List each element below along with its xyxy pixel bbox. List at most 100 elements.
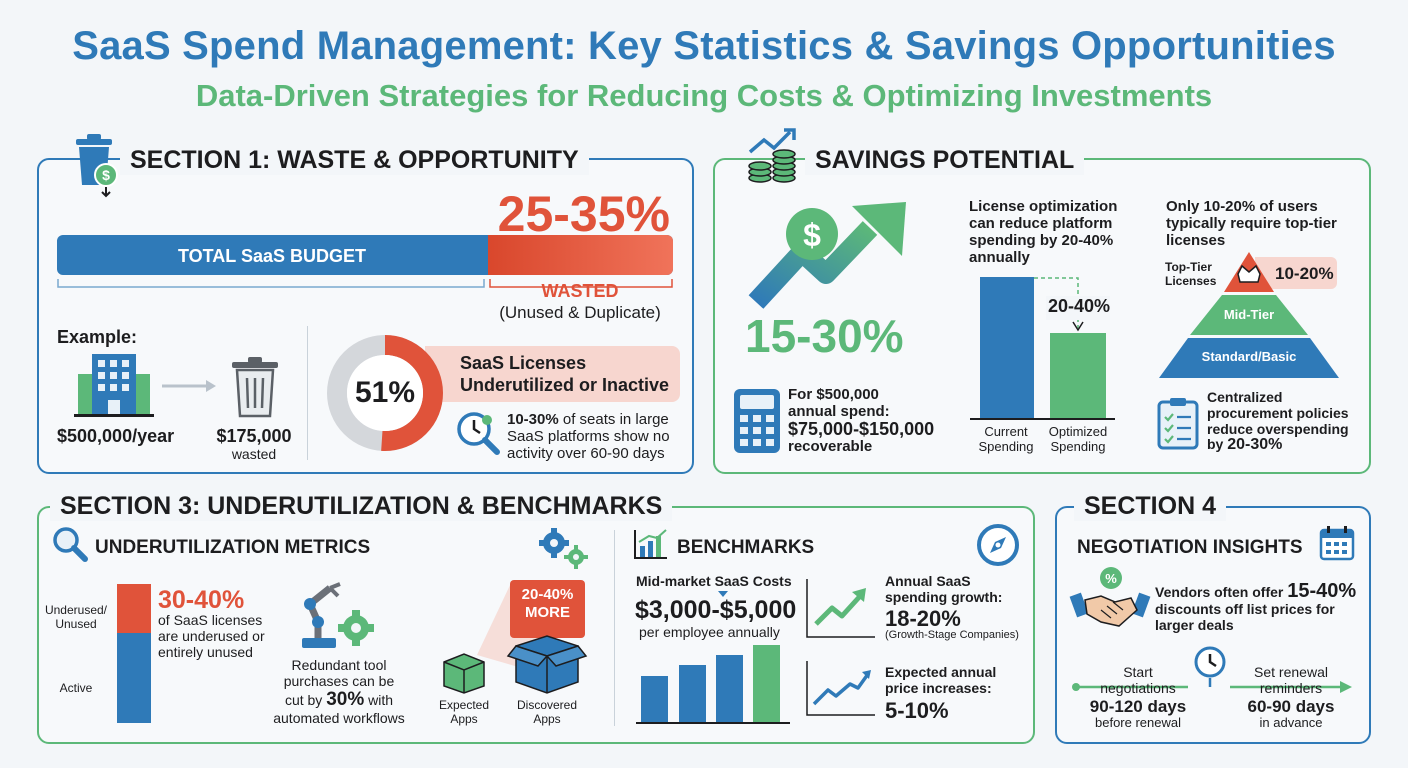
current-spending-bar	[980, 277, 1034, 418]
savings-arrow-icon: $	[748, 202, 906, 309]
pyramid-chart	[1159, 252, 1339, 378]
license-text-4: annually	[969, 249, 1030, 266]
underused-segment	[117, 584, 151, 633]
users-text-2: typically require top-tier	[1166, 215, 1337, 232]
spend-line4: recoverable	[788, 438, 873, 455]
redundant-text-3-pre: cut by	[284, 692, 327, 708]
growth-text-1: Annual SaaS	[885, 573, 971, 589]
seats-text-2: SaaS platforms show no	[507, 428, 670, 445]
expected-label-2: Apps	[450, 712, 478, 726]
top-tier-label-1: Top-Tier	[1165, 260, 1212, 274]
handshake-icon: %	[1069, 567, 1151, 627]
bench-bar-3	[716, 655, 743, 722]
midmarket-value: $3,000-$5,000	[635, 596, 797, 624]
license-text-2: can reduce platform	[969, 215, 1113, 232]
start-days: 90-120 days	[1089, 697, 1187, 716]
current-label-2: Spending	[978, 439, 1034, 454]
checklist-icon	[1157, 398, 1199, 450]
growth-note: (Growth-Stage Companies)	[885, 629, 1019, 641]
divider	[307, 326, 308, 460]
discovered-label-1: Discovered	[516, 698, 578, 712]
spend-line1: For $500,000	[788, 386, 879, 403]
wasted-note: (Unused & Duplicate)	[499, 303, 661, 322]
current-label-1: Current	[984, 424, 1028, 439]
timeline	[1072, 678, 1352, 693]
page-subtitle: Data-Driven Strategies for Reducing Cost…	[195, 78, 1213, 113]
calculator-icon	[734, 389, 780, 453]
underused-label-2: Unused	[55, 617, 97, 631]
donut-arc	[327, 335, 443, 451]
midmarket-unit: per employee annually	[639, 624, 780, 640]
reduction-label: 20-40%	[1048, 296, 1111, 316]
price-value: 5-10%	[885, 698, 949, 723]
robot-arm-gear-icon	[302, 582, 374, 648]
section1-heading: SECTION 1: WASTE & OPPORTUNITY	[120, 146, 589, 175]
license-text-3: spending by 20-40%	[969, 232, 1114, 249]
users-text-1: Only 10-20% of users	[1166, 198, 1318, 215]
start-text-4: before renewal	[1095, 715, 1181, 730]
underused-pct: 30-40%	[158, 586, 245, 614]
midmarket-label: Mid-market SaaS Costs	[636, 573, 792, 589]
bar-baseline	[970, 418, 1115, 420]
start-text-2: negotiations	[1100, 680, 1176, 696]
usage-stacked-bar	[117, 584, 151, 723]
bench-bar-1	[641, 676, 668, 722]
discovered-box-icon	[506, 635, 588, 694]
bench-baseline	[636, 722, 790, 724]
example-label: Example:	[57, 327, 138, 347]
clock-magnifier-icon	[457, 412, 500, 455]
active-label: Active	[59, 681, 93, 695]
page-title: SaaS Spend Management: Key Statistics & …	[72, 24, 1336, 68]
example-wasted-word: wasted	[231, 446, 277, 462]
vendor-text-1: Vendors often offer 15-40%	[1155, 580, 1356, 603]
growth-chart-icon	[806, 579, 875, 638]
vendor-text-2: discounts off list prices for	[1155, 601, 1335, 617]
trash-can-icon	[232, 357, 278, 418]
more-badge	[510, 580, 585, 638]
seats-text-1-rest: of seats in large	[558, 411, 669, 428]
svg-text:$: $	[803, 217, 821, 253]
more-text-1: 20-40%	[521, 586, 574, 603]
growth-value: 18-20%	[885, 606, 961, 631]
savings-big-pct: 15-30%	[745, 310, 904, 362]
redundant-text-3-post: with	[364, 692, 394, 708]
donut-value: 51%	[354, 376, 416, 409]
gears-icon	[539, 528, 588, 569]
trash-money-icon: $	[76, 134, 118, 198]
procure-text-4-pre: by	[1207, 436, 1228, 452]
discovered-label-2: Apps	[533, 712, 561, 726]
seats-pct: 10-30%	[507, 411, 559, 428]
magnifier-icon	[53, 527, 88, 562]
optimized-label-1: Optimized	[1048, 424, 1108, 439]
svg-text:$: $	[102, 167, 110, 183]
redundant-text-2: purchases can be	[283, 673, 395, 689]
procure-text-1: Centralized	[1207, 389, 1283, 405]
bar-chart-icon	[634, 529, 667, 559]
underused-label-1: Underused/	[44, 603, 108, 617]
price-trend-icon	[806, 661, 875, 716]
clock-icon	[1194, 646, 1226, 678]
expected-box-icon	[443, 653, 485, 694]
spend-line2: annual spend:	[788, 403, 890, 420]
example-spend: $500,000/year	[57, 426, 175, 446]
licenses-line2: Underutilized or Inactive	[460, 375, 670, 395]
budget-bar	[57, 235, 673, 275]
reduction-label-bg	[1046, 296, 1110, 320]
negotiation-heading: NEGOTIATION INSIGHTS	[1077, 537, 1303, 558]
underused-text-2: are underused or	[158, 628, 265, 644]
redundant-pct: 30%	[326, 689, 365, 710]
vendor-pct: 15-40%	[1287, 580, 1357, 602]
calendar-icon	[1319, 526, 1355, 561]
metrics-heading: UNDERUTILIZATION METRICS	[95, 537, 371, 558]
arrow-right-icon	[162, 380, 216, 392]
underused-text-3: entirely unused	[158, 644, 253, 660]
redundant-text-4: automated workflows	[273, 710, 405, 726]
procure-text-4: by 20-30%	[1207, 436, 1282, 454]
top-tier-pct: 10-20%	[1275, 264, 1334, 283]
license-text-1: License optimization	[969, 198, 1118, 215]
section3-heading: SECTION 3: UNDERUTILIZATION & BENCHMARKS	[50, 492, 673, 521]
optimized-spending-bar	[1050, 333, 1106, 418]
start-text-1: Start	[1123, 664, 1153, 680]
top-tier-label-2: Licenses	[1165, 274, 1217, 288]
mid-tier-label: Mid-Tier	[1223, 307, 1275, 322]
